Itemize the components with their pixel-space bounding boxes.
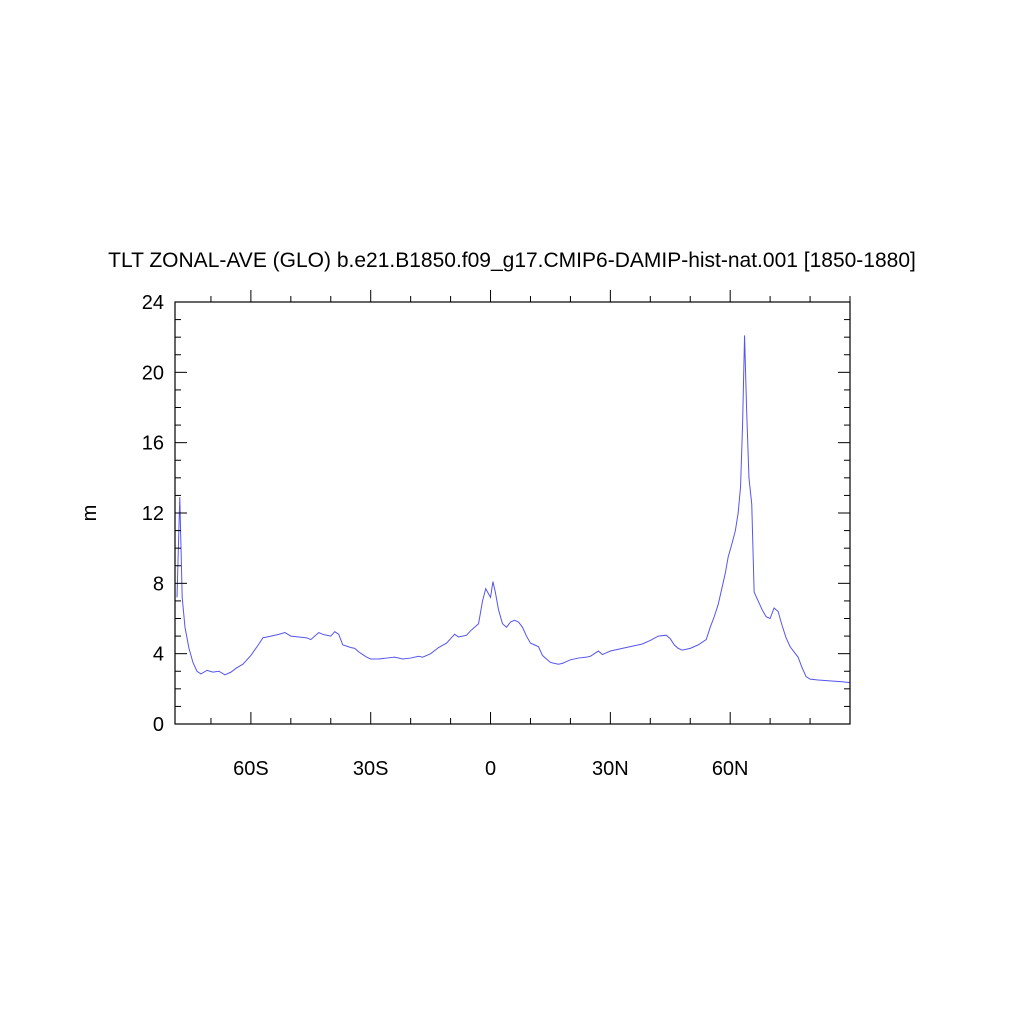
x-tick-label: 60N (712, 758, 749, 780)
y-tick-label: 4 (153, 644, 164, 666)
y-tick-label: 24 (142, 292, 164, 314)
series-line (176, 335, 851, 684)
x-tick-label: 30S (353, 758, 389, 780)
plot-area: 0 4 8 12 16 20 24 60S 30S 0 30N 60N (142, 290, 851, 780)
y-tick-label: 12 (142, 503, 164, 525)
y-tick-label: 16 (142, 433, 164, 455)
y-tick-label: 8 (153, 573, 164, 595)
chart-title: TLT ZONAL-AVE (GLO) b.e21.B1850.f09_g17.… (108, 249, 916, 272)
y-tick-label: 20 (142, 362, 164, 384)
x-tick-label: 60S (233, 758, 269, 780)
plot-frame (174, 301, 851, 725)
x-tick-label: 0 (485, 758, 496, 780)
y-tick-label: 0 (153, 714, 164, 736)
y-axis-label: m (79, 505, 101, 522)
x-tick-label: 30N (592, 758, 629, 780)
